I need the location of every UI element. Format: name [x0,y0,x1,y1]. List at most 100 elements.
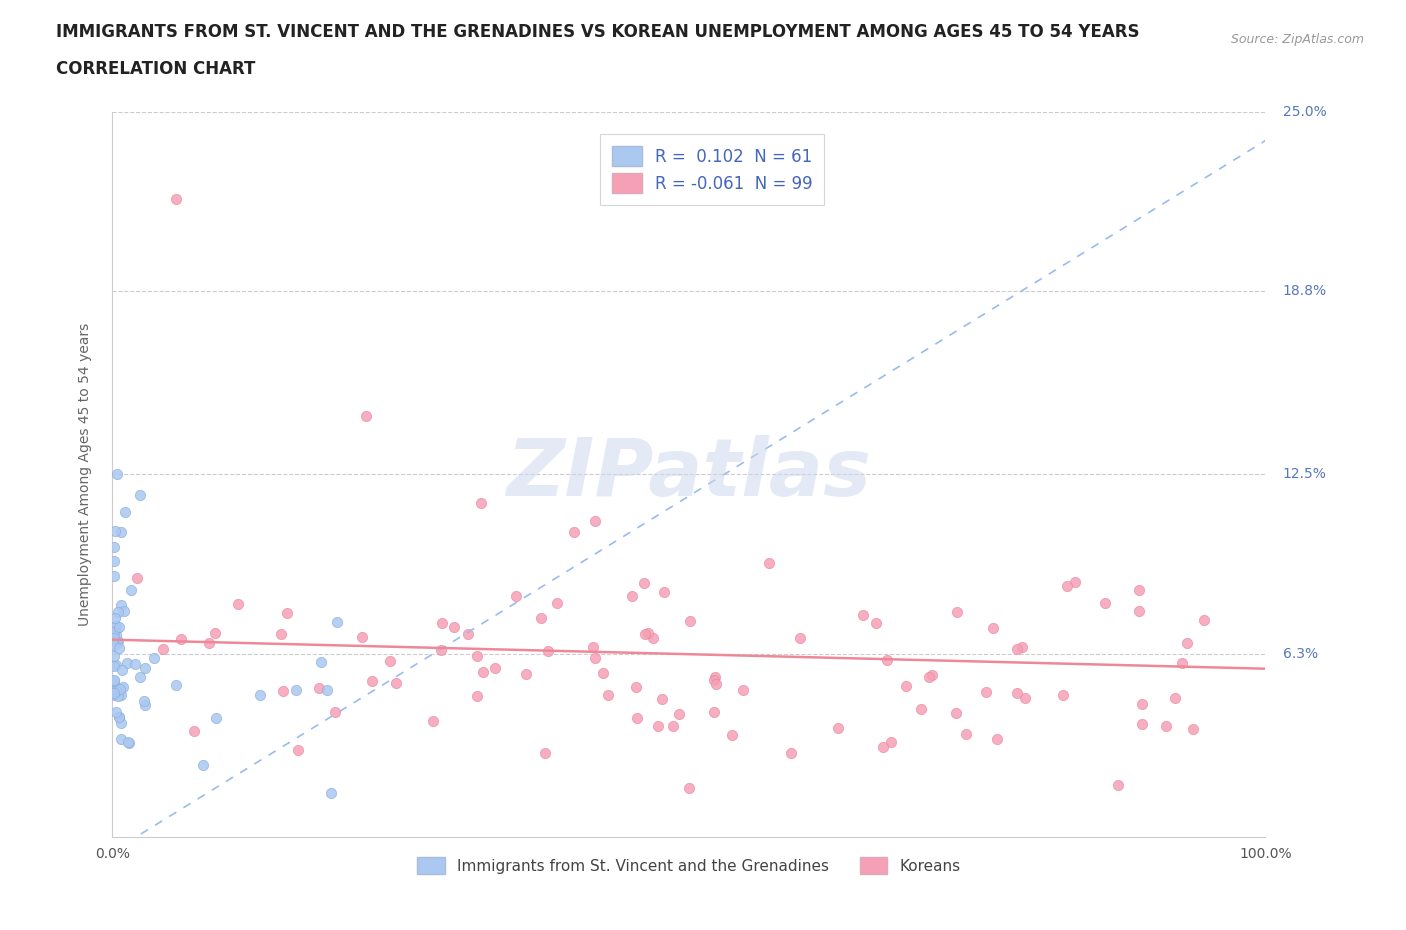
Point [103,672,125,687]
Point [249,687,271,702]
Point [1182,722,1205,737]
Point [678,780,700,795]
Point [104,684,127,698]
Point [643,631,665,645]
Point [662,719,685,734]
Point [1192,613,1215,628]
Point [624,680,647,695]
Point [582,640,605,655]
Point [505,588,527,603]
Point [865,616,887,631]
Point [562,525,585,539]
Point [114,505,136,520]
Point [276,605,298,620]
Point [112,604,135,618]
Point [169,631,191,646]
Point [134,660,156,675]
Point [986,732,1008,747]
Point [467,688,489,703]
Point [537,644,560,658]
Point [1170,656,1192,671]
Point [430,616,453,631]
Point [326,615,349,630]
Point [679,614,702,629]
Point [534,746,557,761]
Point [637,625,659,640]
Point [704,676,727,691]
Point [422,713,444,728]
Point [1007,642,1029,657]
Point [620,588,643,603]
Point [1130,696,1153,711]
Point [703,670,725,684]
Point [1128,583,1150,598]
Point [465,648,488,663]
Point [720,728,742,743]
Point [129,487,152,502]
Point [108,641,131,656]
Point [1175,635,1198,650]
Y-axis label: Unemployment Among Ages 45 to 54 years: Unemployment Among Ages 45 to 54 years [77,323,91,626]
Point [134,698,156,712]
Point [270,626,292,641]
Point [852,607,875,622]
Point [129,670,152,684]
Point [108,710,131,724]
Point [108,709,131,724]
Point [104,610,127,625]
Point [308,681,330,696]
Point [876,652,898,667]
Point [515,667,537,682]
Point [197,636,219,651]
Point [894,678,917,693]
Point [117,735,139,750]
Point [103,625,125,640]
Point [1128,604,1150,618]
Text: 12.5%: 12.5% [1282,467,1327,482]
Point [1130,717,1153,732]
Text: 18.8%: 18.8% [1282,285,1327,299]
Point [633,576,655,591]
Point [110,732,132,747]
Point [352,630,374,644]
Text: 25.0%: 25.0% [1282,104,1326,119]
Point [945,706,967,721]
Point [703,672,725,687]
Point [910,701,932,716]
Point [103,679,125,694]
Point [127,570,149,585]
Point [758,556,780,571]
Point [981,620,1004,635]
Point [103,686,125,701]
Point [104,618,127,633]
Point [183,724,205,738]
Point [470,496,492,511]
Point [1063,575,1085,590]
Point [827,721,849,736]
Point [110,525,132,539]
Point [546,595,568,610]
Point [583,513,606,528]
Point [315,683,337,698]
Point [103,638,125,653]
Point [1094,596,1116,611]
Point [103,673,125,688]
Text: CORRELATION CHART: CORRELATION CHART [56,60,256,78]
Point [596,687,619,702]
Text: Source: ZipAtlas.com: Source: ZipAtlas.com [1230,33,1364,46]
Point [1056,578,1078,593]
Point [592,666,614,681]
Point [731,683,754,698]
Point [104,658,127,672]
Text: IMMIGRANTS FROM ST. VINCENT AND THE GRENADINES VS KOREAN UNEMPLOYMENT AMONG AGES: IMMIGRANTS FROM ST. VINCENT AND THE GREN… [56,23,1140,41]
Point [323,704,346,719]
Point [132,693,155,708]
Point [103,554,125,569]
Text: 6.3%: 6.3% [1282,647,1317,661]
Point [105,635,128,650]
Point [872,739,894,754]
Point [105,467,128,482]
Point [430,643,453,658]
Point [110,597,132,612]
Point [103,539,125,554]
